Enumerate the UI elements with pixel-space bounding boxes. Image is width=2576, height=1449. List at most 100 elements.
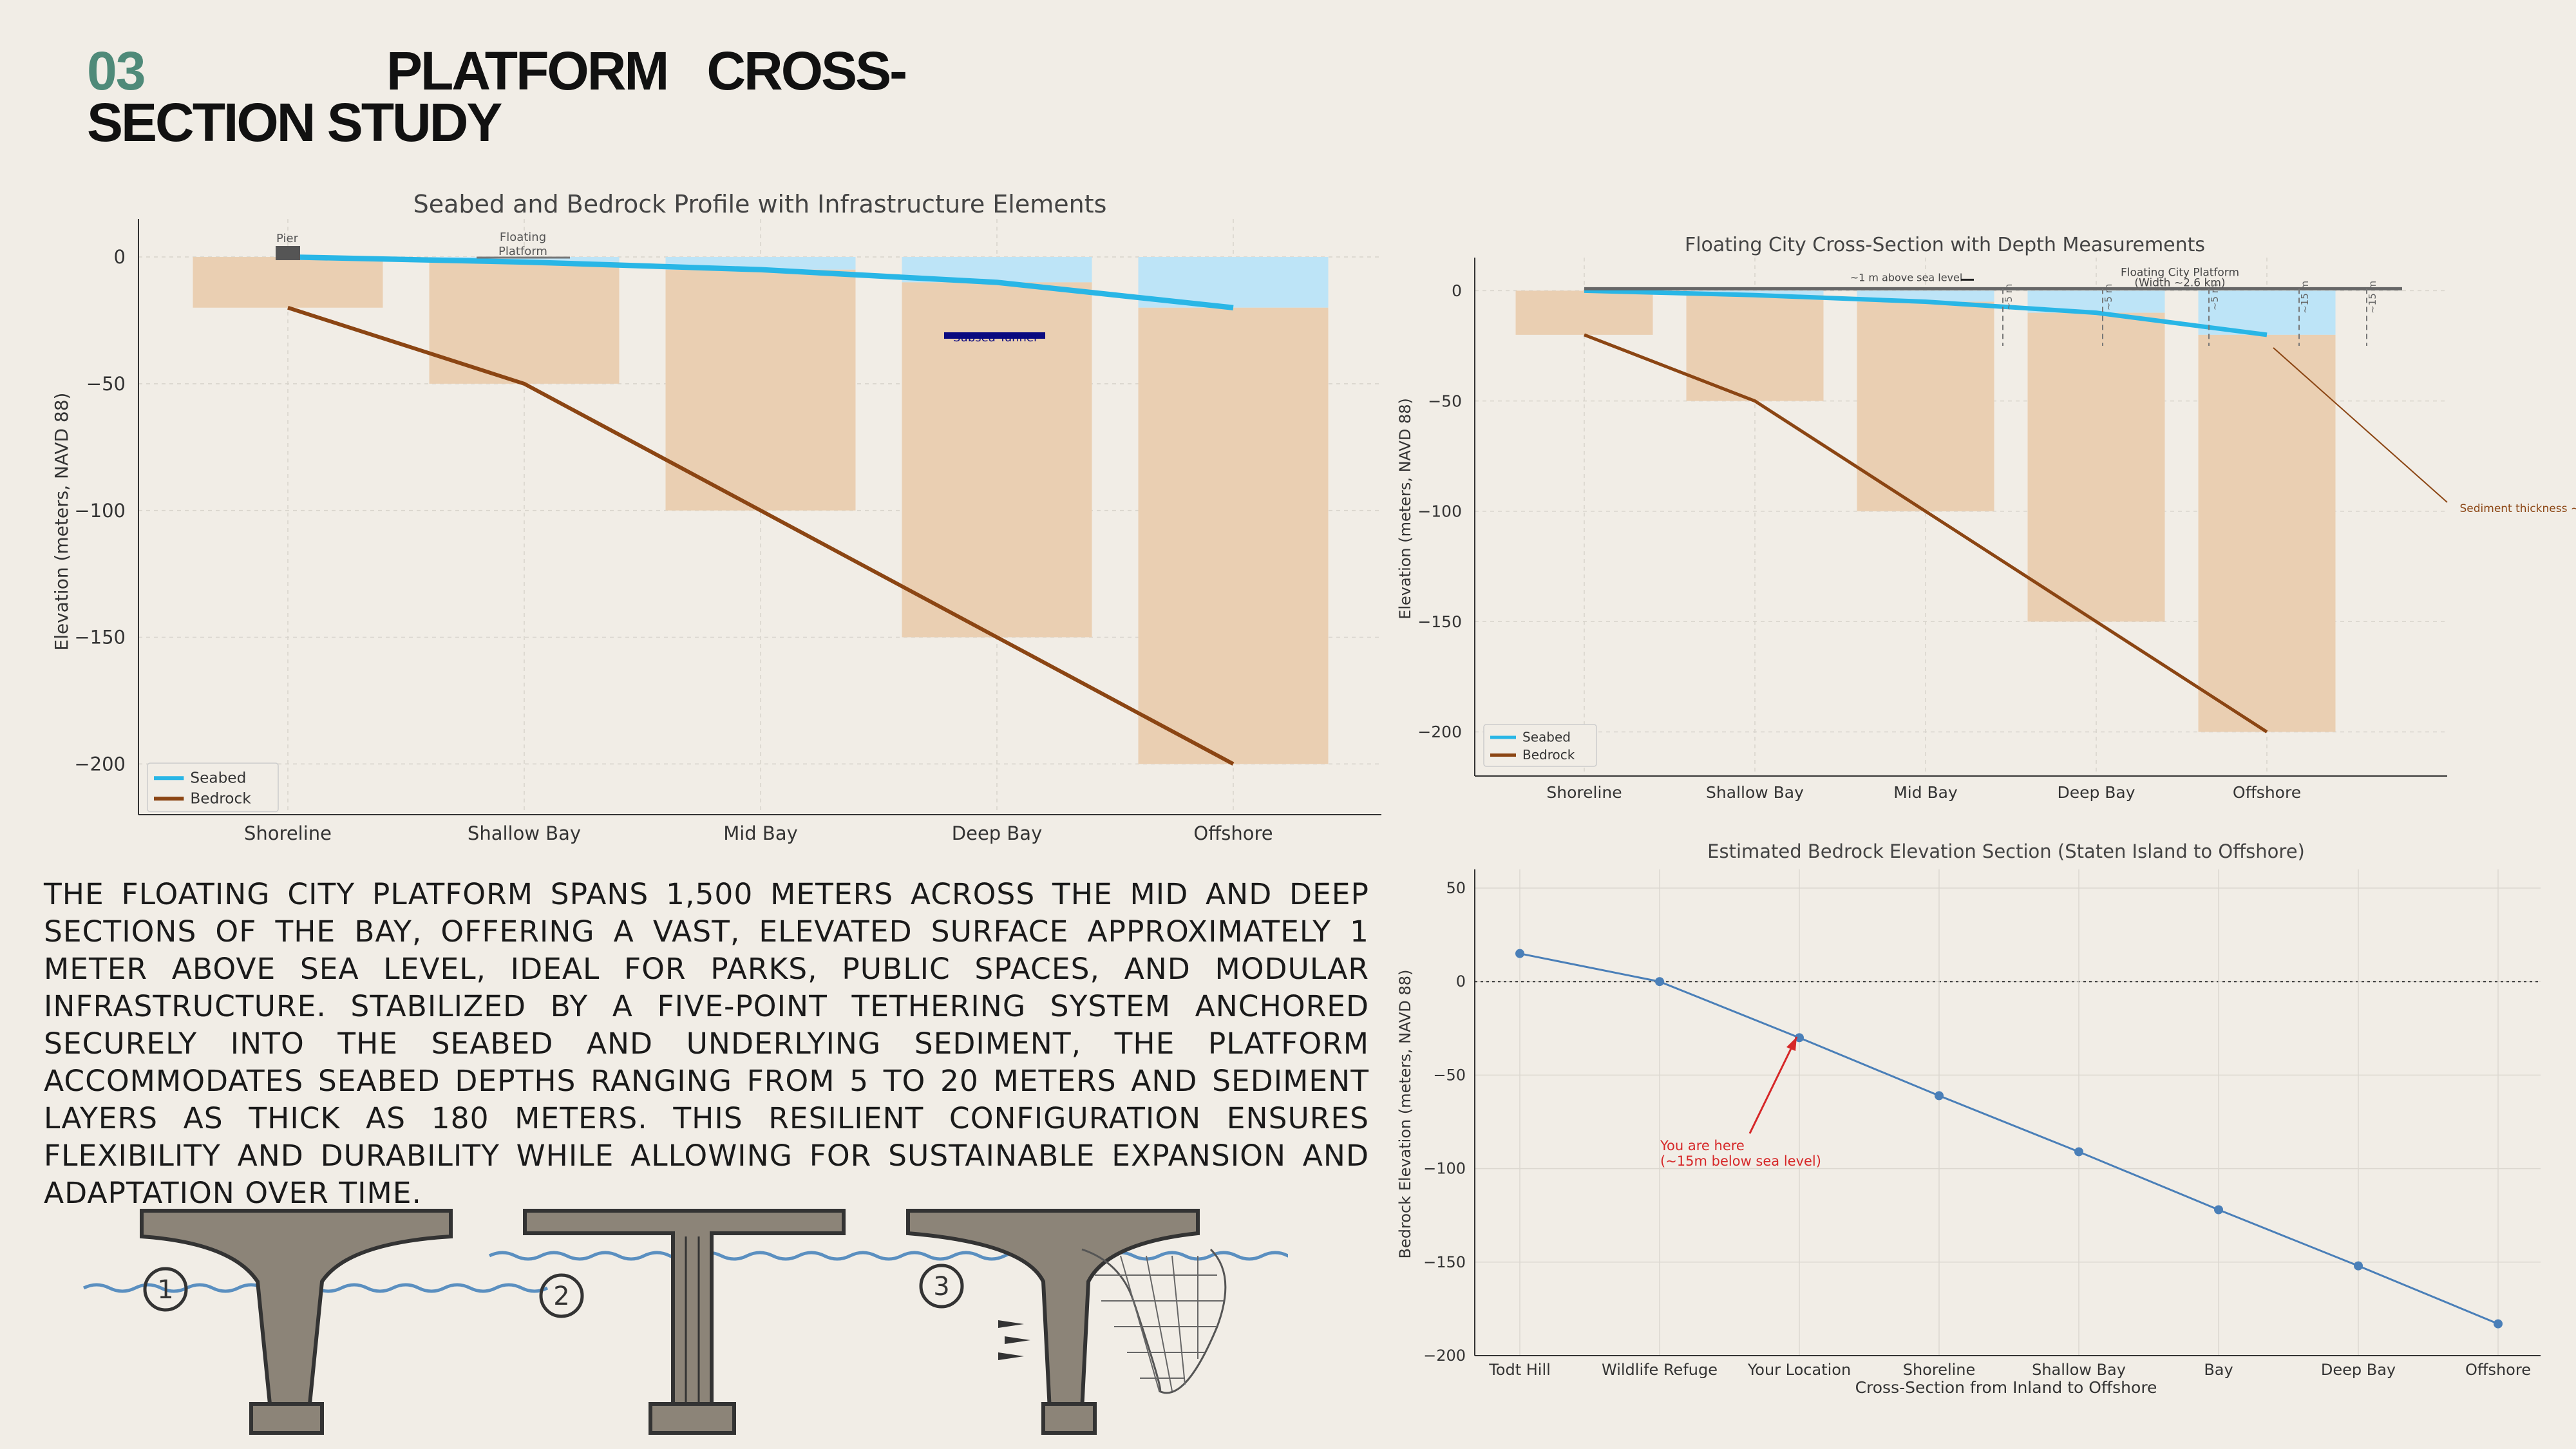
svg-text:2: 2 xyxy=(553,1282,569,1311)
you-are-here-arrow xyxy=(1748,1036,1798,1134)
you-are-here-label: You are here xyxy=(1660,1138,1745,1153)
chart2-title: Floating City Cross-Section with Depth M… xyxy=(1685,234,2205,256)
chart2-ylabel: Elevation (meters, NAVD 88) xyxy=(1396,398,1414,620)
seabed-line xyxy=(1584,288,2268,337)
depth-measure-label: ~5 m xyxy=(2209,284,2221,311)
depth-measure-label: ~15 m xyxy=(2299,281,2311,314)
seabed-line xyxy=(287,254,1234,310)
x-tick-label: Mid Bay xyxy=(1893,783,1958,802)
bedrock-elevation-point xyxy=(1935,1091,1944,1101)
sediment-bar xyxy=(2027,312,2165,622)
bedrock-elevation-point xyxy=(1795,1033,1804,1043)
bedrock-line xyxy=(287,305,1235,766)
svg-text:3: 3 xyxy=(933,1272,949,1302)
y-tick-label: −50 xyxy=(1433,1066,1466,1084)
x-tick-label: Shallow Bay xyxy=(1706,783,1804,802)
x-tick-label: Shoreline xyxy=(244,822,332,844)
depth-measure-label: ~15 m xyxy=(2367,281,2378,314)
y-tick-label: −150 xyxy=(74,627,126,649)
platform-label-2: Platform xyxy=(498,245,547,258)
above-sea-label: ~1 m above sea level xyxy=(1850,271,1963,283)
platform-label-1: Floating xyxy=(500,231,546,244)
chart2-annotations: Floating City Platform(Width ~2.6 km) ~1 … xyxy=(1584,266,2576,515)
sediment-bar xyxy=(193,257,383,308)
chart1-ylabel: Elevation (meters, NAVD 88) xyxy=(51,393,72,651)
seabed-bedrock-chart: Seabed and Bedrock Profile with Infrastr… xyxy=(51,190,1381,844)
legend-seabed-label: Seabed xyxy=(1522,729,1571,744)
y-tick-label: −100 xyxy=(1417,502,1462,521)
sediment-bar xyxy=(1857,301,1994,511)
chart3-annotations: You are here (~15m below sea level) xyxy=(1660,1036,1821,1169)
pier-sketch-2: 2 xyxy=(523,1209,846,1435)
chart1-legend: Seabed Bedrock xyxy=(147,762,279,813)
sediment-label: Sediment thickness ~180 m xyxy=(2460,502,2576,515)
chart3-xlabel: Cross-Section from Inland to Offshore xyxy=(1855,1378,2157,1397)
bedrock-elevation-point xyxy=(1655,977,1664,987)
depth-measure-label: ~5 m xyxy=(2003,284,2014,311)
floating-city-cross-section-chart: Floating City Cross-Section with Depth M… xyxy=(1396,234,2576,802)
sediment-bar xyxy=(1686,295,1824,401)
sediment-bar xyxy=(1515,290,1653,335)
y-tick-label: −50 xyxy=(1428,392,1462,410)
bedrock-elevation-chart: Estimated Bedrock Elevation Section (Sta… xyxy=(1396,840,2541,1397)
y-tick-label: 0 xyxy=(1456,972,1466,990)
y-tick-label: −50 xyxy=(86,373,126,395)
platform-label-1: Floating City Platform xyxy=(2121,266,2239,279)
bedrock-elevation-point xyxy=(1515,949,1524,958)
bedrock-elevation-point xyxy=(2354,1261,2363,1271)
y-tick-label: 0 xyxy=(114,246,126,268)
x-tick-label: Offshore xyxy=(2465,1361,2531,1379)
x-tick-label: Deep Bay xyxy=(2057,783,2135,802)
sediment-bar xyxy=(429,261,620,384)
x-tick-label: Offshore xyxy=(1193,822,1273,844)
x-tick-label: Offshore xyxy=(2233,783,2301,802)
wave-line-2 xyxy=(488,1251,1288,1261)
x-tick-label: Wildlife Refuge xyxy=(1602,1361,1718,1379)
y-tick-label: 50 xyxy=(1446,879,1466,897)
pier-sketch-1: 1 xyxy=(140,1209,453,1435)
x-tick-label: Todt Hill xyxy=(1488,1361,1551,1379)
legend-bedrock-label: Bedrock xyxy=(1522,747,1575,762)
bedrock-elevation-point xyxy=(2214,1205,2223,1215)
platform-label-2: (Width ~2.6 km) xyxy=(2134,276,2225,289)
chart1-title: Seabed and Bedrock Profile with Infrastr… xyxy=(413,190,1107,218)
you-are-here-sublabel: (~15m below sea level) xyxy=(1660,1153,1821,1169)
y-tick-label: −200 xyxy=(1417,723,1462,741)
x-tick-label: Shallow Bay xyxy=(468,822,581,844)
y-tick-label: −100 xyxy=(1423,1160,1466,1178)
chart1-annotations: Pier Floating Platform Subsea Tunnel xyxy=(276,231,1045,345)
x-tick-label: Shoreline xyxy=(1903,1361,1976,1379)
legend-seabed-label: Seabed xyxy=(190,769,246,786)
y-tick-label: −200 xyxy=(1423,1347,1466,1365)
depth-measure-label: ~5 m xyxy=(2103,284,2114,311)
x-tick-label: Bay xyxy=(2204,1361,2233,1379)
bedrock-elevation-line xyxy=(1519,952,2499,1325)
page-title-line-2: SECTION STUDY xyxy=(87,92,502,153)
svg-text:1: 1 xyxy=(157,1275,173,1305)
x-tick-label: Shoreline xyxy=(1546,783,1622,802)
bedrock-line xyxy=(1584,333,2268,734)
page-title-line-1: PLATFORM CROSS- xyxy=(386,41,907,101)
description-paragraph: THE FLOATING CITY PLATFORM SPANS 1,500 M… xyxy=(44,877,1369,1210)
pier-sketches: 1 2 3 xyxy=(82,1209,1288,1435)
y-tick-label: −150 xyxy=(1417,612,1462,631)
sediment-bar xyxy=(2198,334,2336,732)
y-tick-label: −200 xyxy=(74,753,126,775)
pier-label: Pier xyxy=(276,232,299,245)
section-number: 03 xyxy=(87,41,146,101)
chart3-title: Estimated Bedrock Elevation Section (Sta… xyxy=(1707,840,2305,862)
bedrock-elevation-point xyxy=(2074,1147,2083,1157)
x-tick-label: Deep Bay xyxy=(2321,1361,2396,1379)
legend-bedrock-label: Bedrock xyxy=(190,790,251,807)
pier-marker xyxy=(276,246,300,260)
x-tick-label: Deep Bay xyxy=(952,822,1042,844)
sediment-bar xyxy=(665,269,856,511)
y-tick-label: −150 xyxy=(1423,1253,1466,1271)
sediment-bar xyxy=(902,282,1092,638)
tunnel-label: Subsea Tunnel xyxy=(953,331,1037,345)
x-tick-label: Mid Bay xyxy=(723,822,798,844)
y-tick-label: 0 xyxy=(1452,281,1462,300)
chart3-ylabel: Bedrock Elevation (meters, NAVD 88) xyxy=(1396,970,1414,1259)
chart2-legend: Seabed Bedrock xyxy=(1483,724,1597,767)
x-tick-label: Shallow Bay xyxy=(2032,1361,2126,1379)
